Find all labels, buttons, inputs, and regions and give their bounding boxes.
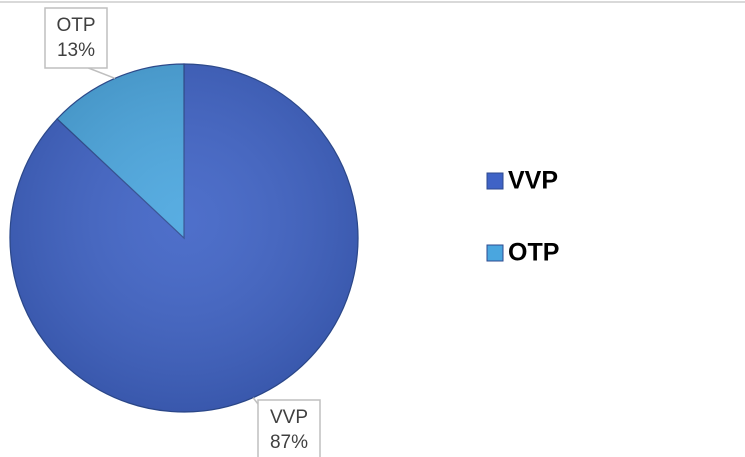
legend-label: OTP — [508, 239, 559, 267]
label-name: VVP — [270, 407, 308, 428]
label-value: 87% — [270, 432, 308, 453]
leader-line — [88, 67, 116, 80]
legend-swatch — [486, 172, 504, 190]
label-value: 13% — [57, 40, 95, 61]
leader-line — [252, 397, 259, 405]
label-box — [44, 7, 108, 69]
legend-swatch — [486, 244, 504, 262]
label-box — [257, 399, 321, 457]
label-name: OTP — [56, 15, 95, 36]
legend-label: VVP — [508, 167, 558, 195]
